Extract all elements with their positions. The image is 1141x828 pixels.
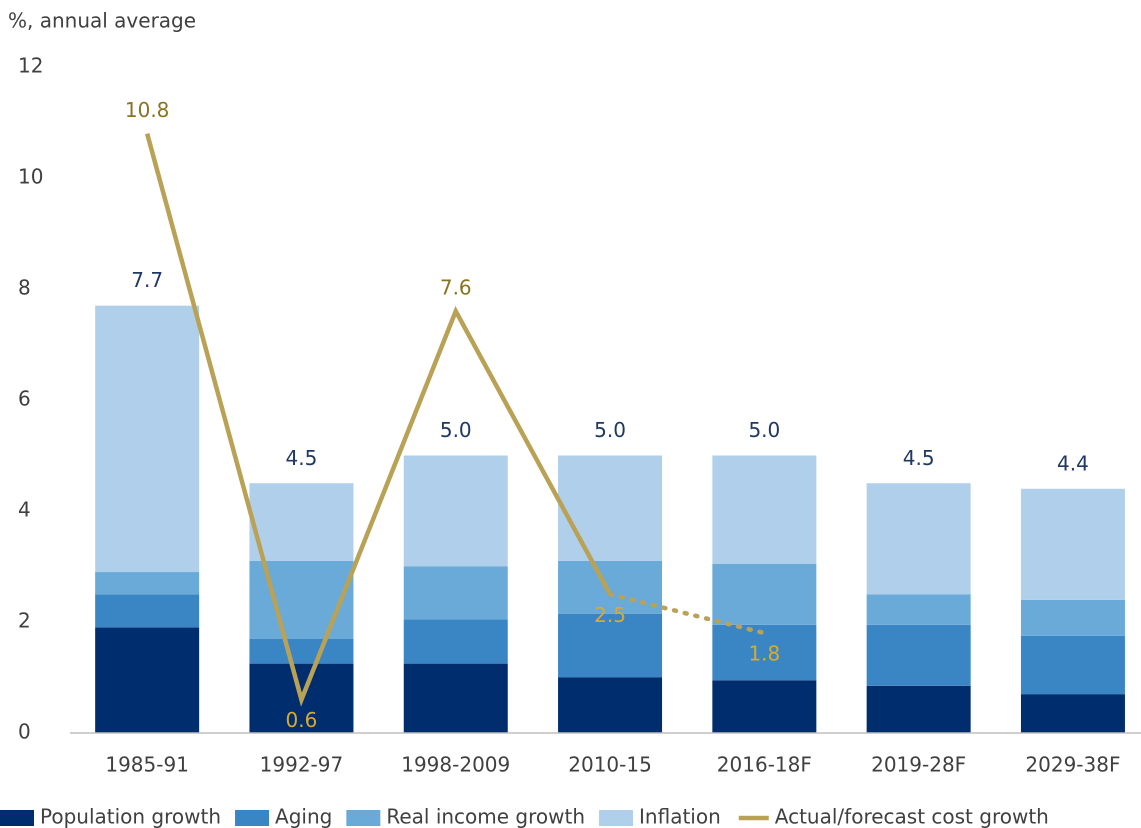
total-label: 4.4 [1057,451,1089,475]
line-forecast [607,592,767,636]
line-value-label: 1.8 [748,642,780,666]
bar-segment [403,619,508,664]
x-tick-label: 2016-18F [717,753,812,777]
total-label: 5.0 [594,418,626,442]
bar-segment [866,483,971,595]
bar-segment [1020,635,1125,695]
bar-segment [403,455,508,567]
total-label: 5.0 [440,418,472,442]
y-axis-label: %, annual average [8,9,196,33]
y-tick-label: 12 [18,54,43,78]
total-label: 5.0 [748,418,780,442]
line-value-label: 2.5 [594,603,626,627]
legend-swatch [599,810,634,826]
legend-label: Real income growth [386,805,585,828]
y-tick-label: 8 [18,276,31,300]
total-label: 4.5 [286,446,318,470]
bar-segment [558,613,663,678]
total-label: 4.5 [903,446,935,470]
y-tick-label: 6 [18,387,31,411]
bar-segment [249,483,354,561]
legend-label: Population growth [40,805,221,828]
legend-swatch [0,810,34,826]
bar-segment [866,685,971,733]
legend-swatch [235,810,270,826]
legend-label: Actual/forecast cost growth [775,805,1049,828]
bar-segment [95,572,200,595]
bar-segment [1020,694,1125,733]
x-tick-label: 1985-91 [105,753,189,777]
bar-segment [95,305,200,573]
x-tick-label: 2029-38F [1025,753,1120,777]
bar-segment [712,455,817,564]
y-tick-label: 2 [18,609,31,633]
x-tick-label: 2019-28F [871,753,966,777]
x-tick-label: 1998-2009 [401,753,510,777]
line-value-label: 0.6 [286,708,318,732]
bar-segment [403,663,508,733]
bar-segment [866,594,971,625]
bar-segment [249,638,354,664]
x-tick-label: 1992-97 [260,753,344,777]
bar-segment [95,594,200,628]
bar-segment [1020,599,1125,636]
bar-segment [712,563,817,625]
legend-swatch [346,810,381,826]
bar-segment [712,624,817,681]
bar-segment [558,455,663,561]
bar-segment [558,677,663,733]
y-tick-label: 10 [18,165,43,189]
legend-label: Inflation [639,805,721,828]
bar-segment [866,624,971,686]
line-value-label: 10.8 [125,98,170,122]
y-tick-label: 0 [18,720,31,744]
total-label: 7.7 [131,268,163,292]
bar-segment [403,566,508,620]
x-tick-label: 2010-15 [568,753,652,777]
bar-segment [95,627,200,733]
line-actual [144,133,613,707]
legend-label: Aging [275,805,332,828]
bar-segment [712,680,817,733]
line-value-label: 7.6 [440,276,472,300]
bar-segment [1020,488,1125,600]
y-tick-label: 4 [18,498,31,522]
